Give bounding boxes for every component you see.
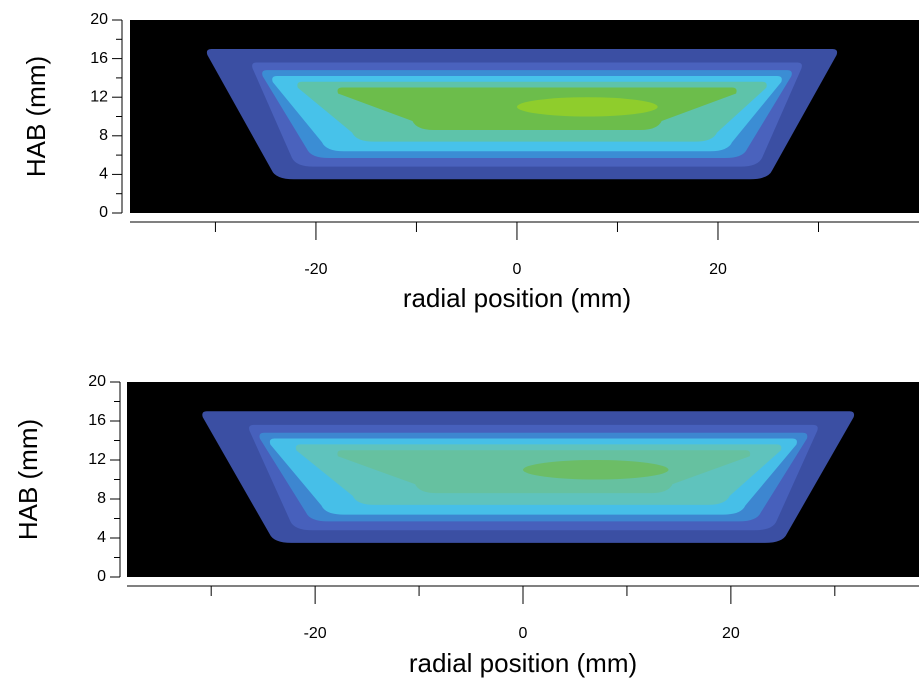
y-tick-label: 4 (97, 529, 106, 546)
y-tick-label: 8 (99, 127, 108, 144)
x-tick-label: -20 (304, 625, 327, 642)
x-axis-label: radial position (mm) (409, 648, 637, 678)
x-tick-label: 20 (722, 625, 740, 642)
y-tick-label: 0 (97, 568, 106, 585)
x-tick-label: 0 (519, 625, 528, 642)
y-tick-label: 0 (99, 204, 108, 221)
x-tick-label: 20 (709, 261, 727, 278)
y-tick-label: 4 (99, 166, 108, 183)
x-axis-label: radial position (mm) (403, 283, 631, 313)
x-tick-label: -20 (304, 261, 327, 278)
y-tick-label: 12 (90, 88, 108, 105)
y-tick-label: 16 (88, 412, 106, 429)
y-tick-label: 8 (97, 490, 106, 507)
contour-core (516, 97, 658, 117)
y-tick-label: 20 (88, 373, 106, 390)
y-axis-label: HAB (mm) (13, 419, 43, 540)
y-tick-label: 16 (90, 50, 108, 67)
y-axis-label: HAB (mm) (21, 56, 51, 177)
x-tick-label: 0 (513, 261, 522, 278)
y-tick-label: 12 (88, 451, 106, 468)
contour-core (523, 460, 669, 480)
y-tick-label: 20 (90, 11, 108, 28)
